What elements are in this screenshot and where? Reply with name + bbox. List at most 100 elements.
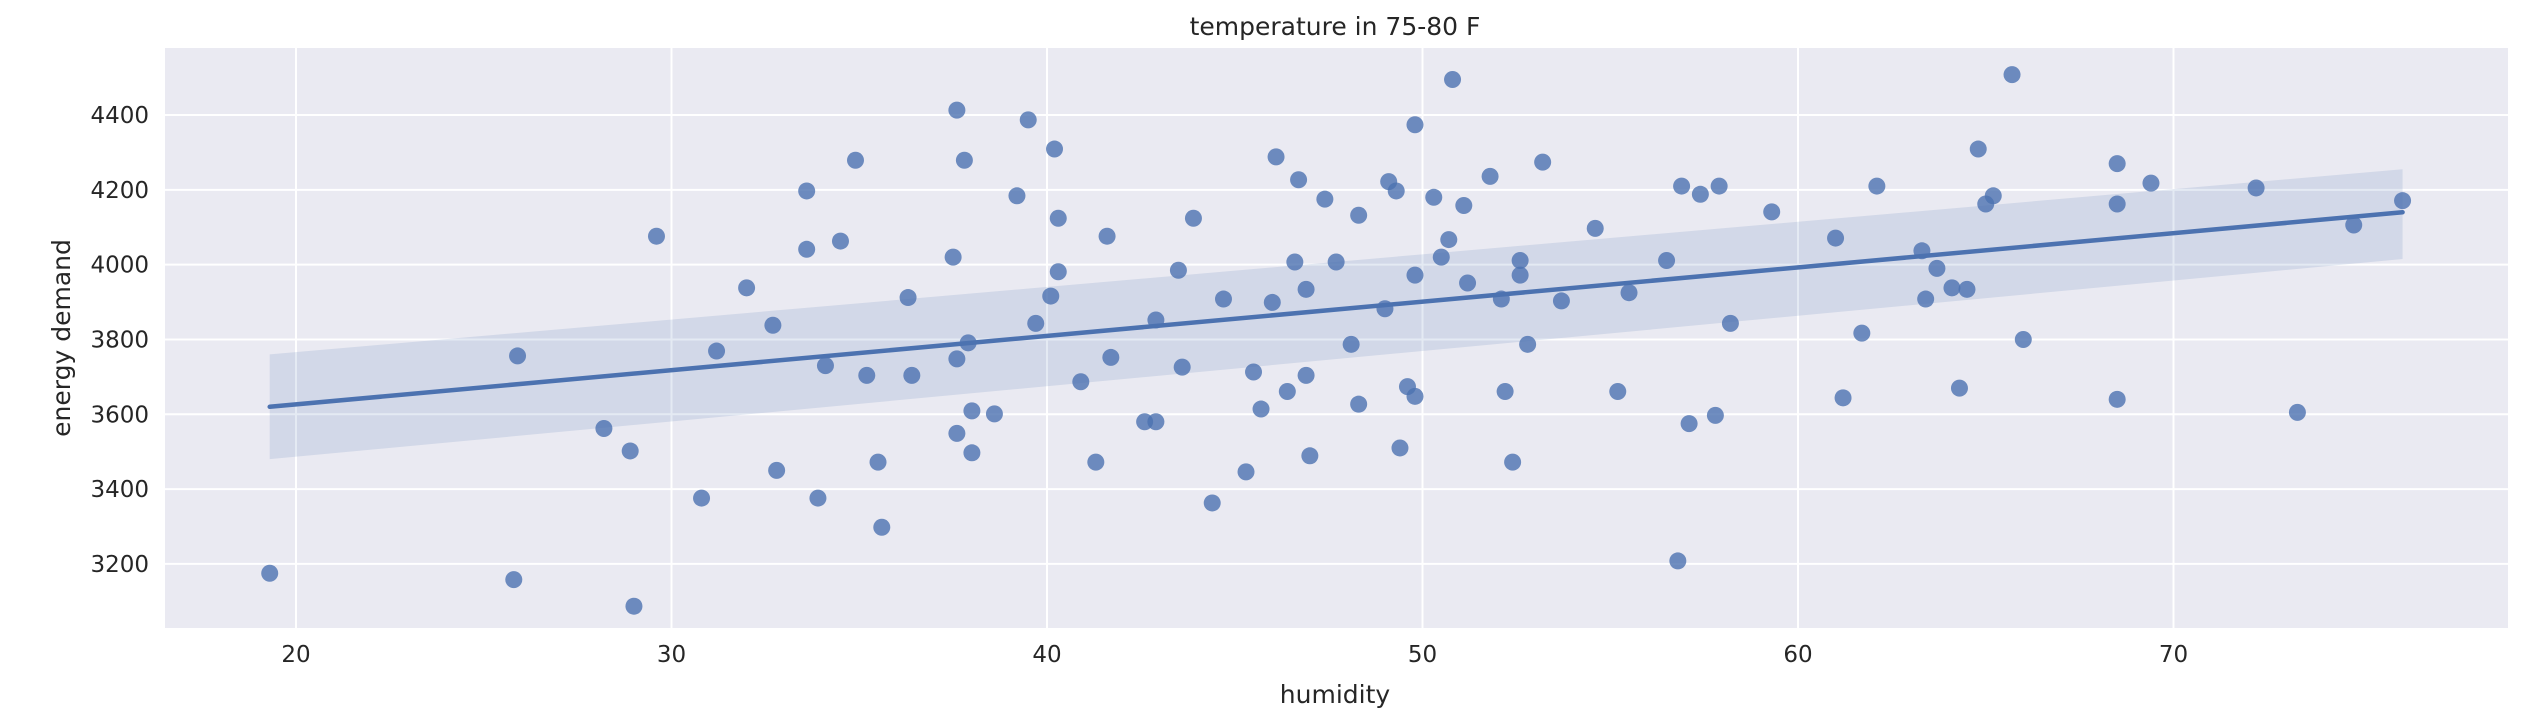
data-point — [505, 571, 523, 589]
data-point — [1297, 366, 1315, 384]
data-point — [1511, 252, 1529, 270]
data-point — [261, 564, 279, 582]
data-point — [1049, 263, 1067, 281]
data-point — [1827, 229, 1845, 247]
data-point — [1087, 453, 1105, 471]
x-tick-label: 40 — [1032, 642, 1061, 668]
data-point — [873, 518, 891, 536]
data-point — [1102, 348, 1120, 366]
data-point — [764, 316, 782, 334]
chart-title: temperature in 75-80 F — [1190, 12, 1481, 41]
data-point — [1444, 70, 1462, 88]
y-tick-label: 4200 — [90, 178, 149, 204]
data-point — [1511, 266, 1529, 284]
data-point — [2288, 403, 2306, 421]
y-axis-label: energy demand — [47, 239, 76, 437]
data-point — [2247, 179, 2265, 197]
y-tick-label: 4000 — [90, 253, 149, 279]
y-tick-label: 4400 — [90, 103, 149, 129]
data-point — [1245, 363, 1263, 381]
data-point — [1387, 182, 1405, 200]
data-point — [1928, 259, 1946, 277]
data-point — [899, 289, 917, 307]
data-point — [2014, 330, 2032, 348]
data-point — [708, 342, 726, 360]
y-tick-label: 3800 — [90, 327, 149, 353]
data-point — [903, 366, 921, 384]
data-point — [1706, 406, 1724, 424]
data-point — [2142, 174, 2160, 192]
data-point — [1278, 382, 1296, 400]
data-point — [1673, 177, 1691, 195]
data-point — [1072, 373, 1090, 391]
y-tick-label: 3200 — [90, 552, 149, 578]
data-point — [1763, 203, 1781, 221]
data-point — [948, 101, 966, 119]
data-point — [2108, 390, 2126, 408]
data-point — [1267, 148, 1285, 166]
data-point — [798, 240, 816, 258]
data-point — [1098, 227, 1116, 245]
data-point — [1042, 287, 1060, 305]
data-point — [1710, 177, 1728, 195]
data-point — [1868, 177, 1886, 195]
data-point — [1391, 439, 1409, 457]
data-point — [1609, 382, 1627, 400]
data-point — [1680, 415, 1698, 433]
data-point — [1049, 209, 1067, 227]
data-point — [1534, 153, 1552, 171]
data-point — [1263, 293, 1281, 311]
data-point — [1203, 494, 1221, 512]
data-point — [963, 402, 981, 420]
data-point — [955, 151, 973, 169]
confidence-band — [269, 169, 2403, 460]
data-point — [1669, 552, 1687, 570]
data-point — [1969, 140, 1987, 158]
data-point — [1691, 185, 1709, 203]
data-point — [1943, 279, 1961, 297]
data-point — [2345, 216, 2363, 234]
data-point — [1425, 188, 1443, 206]
data-point — [1147, 413, 1165, 431]
data-point — [1027, 314, 1045, 332]
data-point — [1406, 387, 1424, 405]
y-tick-label: 3400 — [90, 477, 149, 503]
data-point — [1440, 231, 1458, 249]
data-point — [1252, 400, 1270, 418]
data-point — [944, 248, 962, 266]
data-point — [1019, 111, 1037, 129]
data-point — [1552, 292, 1570, 310]
data-point — [1173, 358, 1191, 376]
data-point — [948, 350, 966, 368]
data-point — [1290, 171, 1308, 189]
data-point — [738, 279, 756, 297]
data-point — [1406, 116, 1424, 134]
data-point — [1504, 453, 1522, 471]
data-points — [261, 66, 2412, 615]
x-axis-label: humidity — [1280, 680, 1391, 709]
data-point — [1169, 261, 1187, 279]
data-point — [647, 227, 665, 245]
data-point — [846, 151, 864, 169]
data-point — [1658, 252, 1676, 270]
data-point — [1301, 447, 1319, 465]
data-point — [985, 405, 1003, 423]
data-point — [1496, 382, 1514, 400]
data-point — [1459, 274, 1477, 292]
data-point — [816, 357, 834, 375]
x-tick-label: 50 — [1408, 642, 1437, 668]
data-point — [1721, 314, 1739, 332]
data-point — [2394, 192, 2412, 210]
data-point — [1406, 266, 1424, 284]
x-tick-label: 20 — [281, 642, 310, 668]
data-point — [1481, 167, 1499, 185]
data-point — [2108, 195, 2126, 213]
x-axis-ticks: 20 30 40 50 60 70 — [281, 642, 2188, 668]
y-axis-ticks: 3200 3400 3600 3800 4000 4200 4400 — [90, 103, 149, 578]
data-point — [1834, 389, 1852, 407]
y-tick-label: 3600 — [90, 402, 149, 428]
data-point — [1950, 379, 1968, 397]
data-point — [1342, 335, 1360, 353]
data-point — [595, 419, 613, 437]
data-point — [1350, 395, 1368, 413]
